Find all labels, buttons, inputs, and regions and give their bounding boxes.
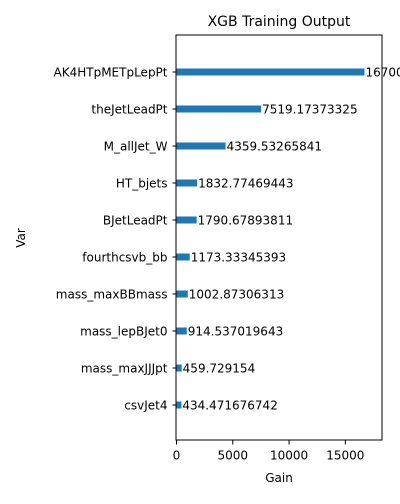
y-tick-label: HT_bjets: [116, 177, 168, 191]
bar: [176, 290, 188, 298]
bar: [176, 105, 262, 113]
data-label: 4359.53265841: [227, 140, 322, 154]
bar: [176, 179, 198, 187]
y-tick-label: mass_lepBJet0: [80, 325, 167, 339]
bar: [176, 216, 197, 224]
chart-title: XGB Training Output: [208, 14, 351, 30]
bar: [176, 253, 190, 261]
data-label: 16700: [365, 66, 400, 80]
x-axis-label: Gain: [265, 471, 293, 485]
bar: [176, 327, 187, 335]
bar: [176, 68, 365, 76]
x-tick-label: 10000: [270, 449, 308, 463]
y-tick-label: AK4HTpMETpLepPt: [54, 66, 168, 80]
data-label: 914.537019643: [188, 325, 283, 339]
data-label: 1790.67893811: [198, 214, 293, 228]
y-tick-label: fourthcsvb_bb: [82, 251, 167, 265]
data-label: 1832.77469443: [198, 177, 293, 191]
y-axis-label: Var: [14, 228, 28, 248]
y-tick-label: M_allJet_W: [104, 140, 168, 154]
data-label: 434.471676742: [182, 399, 277, 413]
y-tick-label: mass_maxBBmass: [56, 288, 168, 302]
data-label: 1002.87306313: [189, 288, 284, 302]
x-tick-label: 5000: [218, 449, 249, 463]
axes-frame: [175, 34, 383, 441]
bar: [176, 364, 182, 372]
y-tick-label: csvJet4: [124, 399, 167, 413]
y-tick-label: mass_maxJJJpt: [81, 362, 168, 376]
data-label: 7519.17373325: [262, 103, 357, 117]
bar: [176, 401, 182, 409]
x-tick-label: 0: [173, 449, 181, 463]
y-tick-label: theJetLeadPt: [91, 103, 167, 117]
plot-area: AK4HTpMETpLepPt 16700 theJetLeadPt 7519.173…: [54, 66, 400, 463]
data-label: 1173.33345393: [191, 251, 286, 265]
bar: [176, 142, 226, 150]
y-tick-label: BJetLeadPt: [103, 214, 168, 228]
x-tick-label: 15000: [326, 449, 364, 463]
data-label: 459.729154: [183, 362, 256, 376]
